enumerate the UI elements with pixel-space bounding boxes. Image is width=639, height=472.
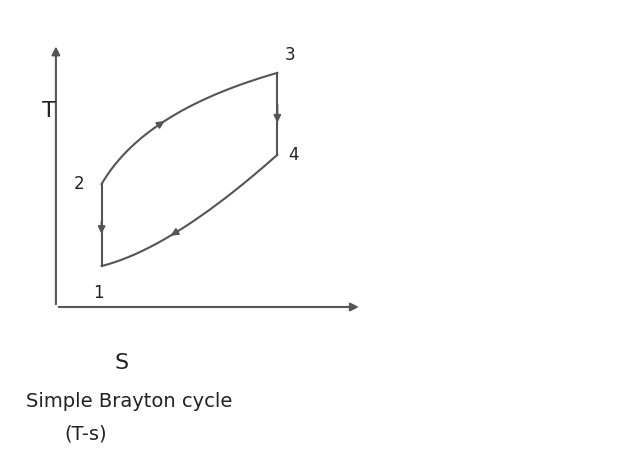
Text: 1: 1 — [93, 284, 104, 302]
Text: S: S — [114, 354, 128, 373]
Text: T: T — [42, 101, 56, 121]
Text: Simple Brayton cycle: Simple Brayton cycle — [26, 392, 232, 411]
Text: 2: 2 — [73, 175, 84, 193]
Text: 4: 4 — [288, 146, 298, 164]
Text: 3: 3 — [284, 46, 295, 64]
Text: (T-s): (T-s) — [64, 425, 107, 444]
